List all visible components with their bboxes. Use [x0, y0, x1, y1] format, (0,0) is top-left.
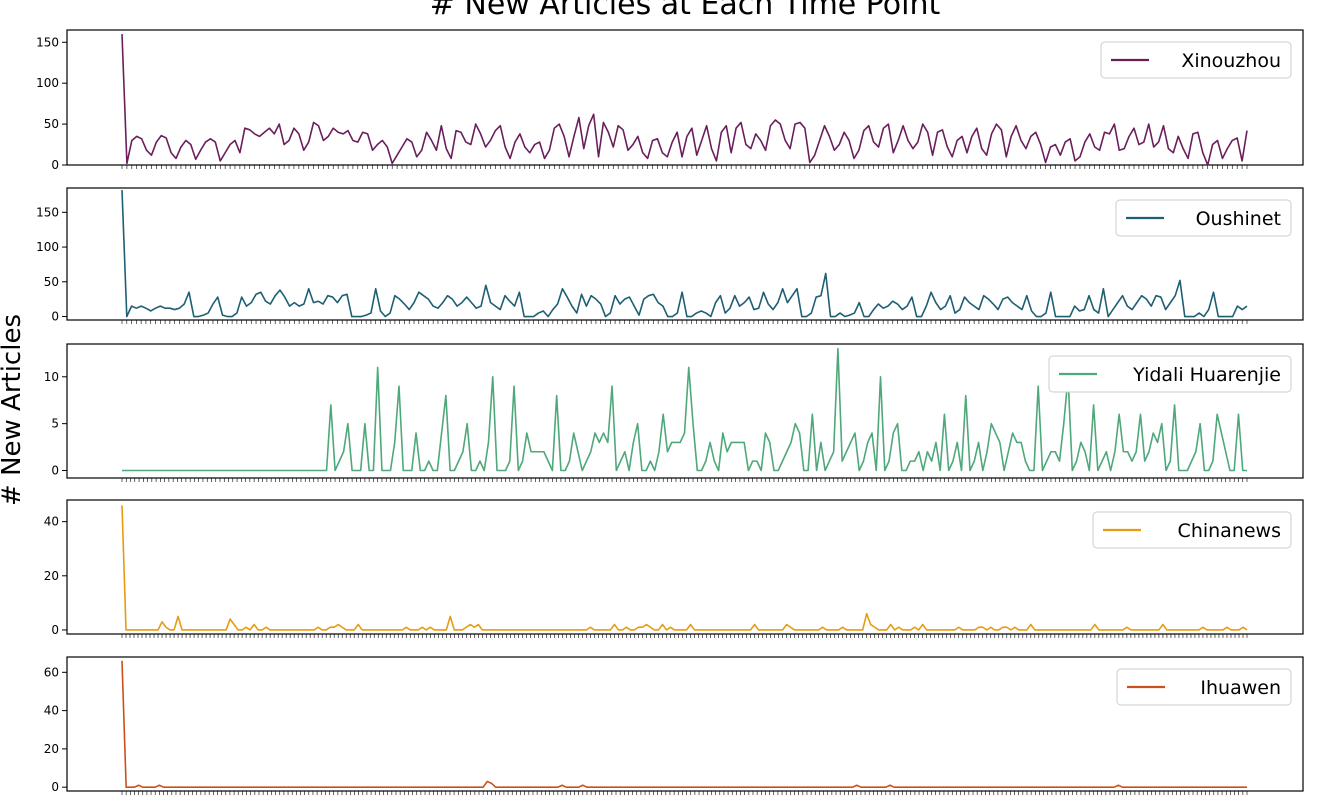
subplot-4: 0 20 40 Chinanews — [44, 499, 1304, 638]
series-line-1 — [121, 34, 1248, 166]
legend: Oushinet — [1115, 199, 1292, 237]
y-tick-label: 5 — [51, 417, 59, 431]
legend-label: Yidali Huarenjie — [1132, 364, 1281, 386]
subplot-1: 0 50 100 150 Xinouzhou — [36, 29, 1304, 172]
legend-label: Oushinet — [1196, 208, 1281, 230]
legend-box — [1115, 199, 1292, 237]
y-tick-label: 40 — [44, 704, 59, 718]
y-tick-label: 40 — [44, 515, 59, 529]
y-tick-label: 0 — [51, 158, 59, 172]
y-tick-label: 60 — [44, 665, 59, 679]
legend-box — [1092, 511, 1292, 549]
y-tick-label: 0 — [51, 780, 59, 794]
chart-title: # New Articles at Each Time Point — [430, 0, 941, 22]
legend: Ihuawen — [1116, 668, 1292, 706]
y-tick-label: 0 — [51, 310, 59, 324]
plot-frame — [66, 343, 1304, 479]
legend-label: Xinouzhou — [1181, 50, 1281, 72]
legend: Xinouzhou — [1100, 41, 1292, 79]
series-line-4 — [121, 505, 1248, 631]
y-tick-label: 20 — [44, 569, 59, 583]
plot-frame — [66, 187, 1304, 321]
legend-box — [1116, 668, 1292, 706]
y-tick-label: 50 — [44, 117, 59, 131]
legend: Chinanews — [1092, 511, 1292, 549]
plot-frame — [66, 499, 1304, 635]
y-tick-label: 100 — [36, 76, 59, 90]
y-axis-label: # New Articles — [0, 314, 27, 506]
legend-box — [1048, 355, 1292, 393]
plot-frame — [66, 656, 1304, 792]
series-line-5 — [121, 660, 1247, 788]
series-line-2 — [121, 190, 1248, 318]
subplot-2: 0 50 100 150 Oushinet — [36, 187, 1304, 324]
subplot-3: 0 5 10 Yidali Huarenjie — [44, 343, 1304, 482]
y-tick-label: 0 — [51, 464, 59, 478]
series-line-3 — [122, 347, 1247, 472]
y-tick-label: 0 — [51, 623, 59, 637]
subplots: 0 50 100 150 Xinouzhou 0 50 100 150 Oushinet 0 5 10 Y… — [36, 29, 1304, 795]
legend-box — [1100, 41, 1292, 79]
y-tick-label: 50 — [44, 275, 59, 289]
y-tick-label: 150 — [36, 35, 59, 49]
y-tick-label: 100 — [36, 240, 59, 254]
legend-label: Chinanews — [1178, 520, 1281, 542]
subplot-5: 0 20 40 60 Ihuawen — [44, 656, 1304, 795]
y-tick-label: 10 — [44, 370, 59, 384]
legend-label: Ihuawen — [1200, 677, 1281, 699]
legend: Yidali Huarenjie — [1048, 355, 1292, 393]
plot-frame — [66, 29, 1304, 166]
y-tick-label: 20 — [44, 742, 59, 756]
y-tick-label: 150 — [36, 205, 59, 219]
